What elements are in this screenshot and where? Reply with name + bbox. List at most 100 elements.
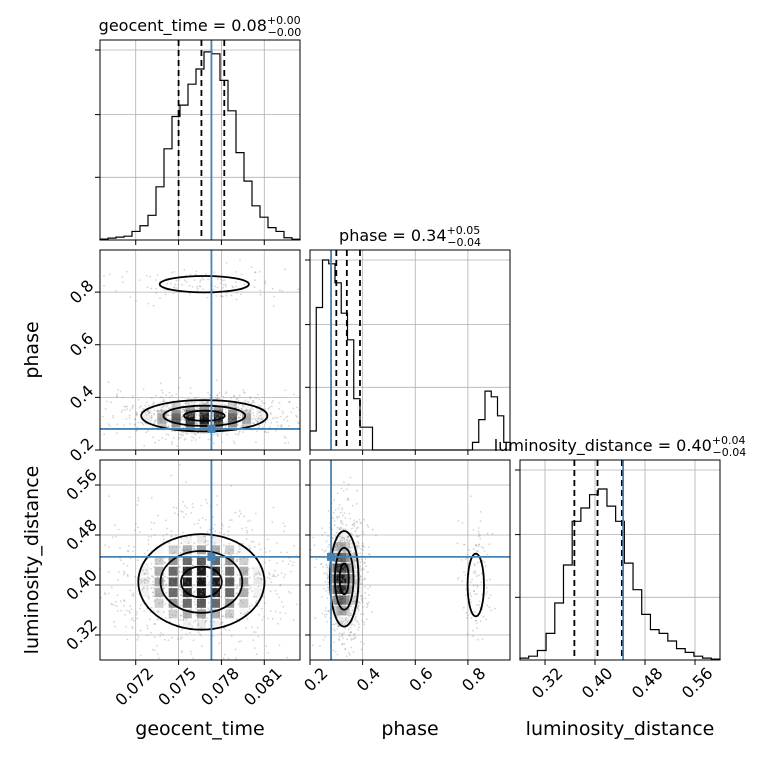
sample-point bbox=[136, 633, 139, 636]
sample-point bbox=[198, 599, 201, 602]
sample-point bbox=[186, 402, 189, 405]
sample-point bbox=[120, 559, 122, 562]
sample-point bbox=[347, 596, 350, 598]
title-sub: −0.04 bbox=[713, 446, 747, 459]
sample-point bbox=[178, 566, 181, 568]
sample-point bbox=[140, 580, 143, 582]
sample-point bbox=[230, 294, 233, 297]
sample-point bbox=[256, 605, 259, 608]
sample-point bbox=[236, 398, 239, 400]
sample-point bbox=[240, 512, 242, 515]
sample-point bbox=[218, 597, 221, 599]
sample-point bbox=[172, 406, 175, 408]
sample-point bbox=[135, 413, 138, 416]
sample-point bbox=[192, 413, 194, 415]
sample-point bbox=[212, 563, 215, 565]
sample-point bbox=[156, 410, 158, 412]
sample-point bbox=[190, 607, 192, 609]
sample-point bbox=[151, 403, 154, 406]
sample-point bbox=[258, 543, 260, 545]
sample-point bbox=[117, 610, 119, 612]
sample-point bbox=[162, 579, 164, 581]
density-cell bbox=[225, 545, 235, 555]
sample-point bbox=[177, 283, 180, 286]
sample-point bbox=[159, 419, 162, 422]
sample-point bbox=[163, 561, 166, 564]
sample-point bbox=[216, 394, 219, 397]
sample-point bbox=[326, 566, 328, 569]
sample-point bbox=[196, 574, 198, 576]
sample-point bbox=[225, 420, 228, 423]
sample-point bbox=[478, 574, 480, 577]
sample-point bbox=[345, 539, 348, 542]
sample-point bbox=[346, 553, 349, 556]
sample-point bbox=[154, 420, 157, 423]
sample-point bbox=[227, 572, 230, 575]
sample-point bbox=[346, 540, 349, 542]
sample-point bbox=[221, 414, 224, 417]
sample-point bbox=[219, 282, 222, 284]
sample-point bbox=[344, 623, 346, 625]
sample-point bbox=[164, 603, 167, 605]
sample-point bbox=[172, 410, 175, 412]
sample-point bbox=[351, 524, 354, 526]
sample-point bbox=[363, 562, 366, 564]
sample-point bbox=[115, 535, 117, 538]
sample-point bbox=[232, 416, 235, 419]
sample-point bbox=[456, 542, 459, 545]
sample-point bbox=[192, 639, 195, 642]
sample-point bbox=[125, 609, 128, 612]
sample-point bbox=[345, 524, 348, 526]
sample-point bbox=[161, 421, 164, 423]
sample-point bbox=[168, 407, 170, 410]
sample-point bbox=[342, 610, 345, 612]
sample-point bbox=[143, 610, 146, 612]
sample-point bbox=[232, 593, 235, 595]
sample-point bbox=[289, 560, 292, 562]
sample-point bbox=[476, 627, 478, 630]
sample-point bbox=[164, 293, 167, 296]
sample-point bbox=[170, 590, 172, 592]
sample-point bbox=[216, 421, 219, 424]
sample-point bbox=[251, 529, 254, 532]
sample-point bbox=[253, 401, 256, 404]
sample-point bbox=[206, 401, 208, 403]
sample-point bbox=[333, 600, 335, 603]
sample-point bbox=[238, 510, 241, 512]
contour-level bbox=[162, 404, 247, 427]
sample-point bbox=[461, 580, 464, 583]
sample-point bbox=[191, 409, 194, 411]
sample-point bbox=[245, 409, 247, 412]
sample-point bbox=[200, 413, 203, 416]
sample-point bbox=[470, 495, 472, 498]
sample-point bbox=[344, 576, 347, 579]
sample-point bbox=[341, 570, 344, 572]
sample-point bbox=[339, 558, 342, 560]
sample-point bbox=[174, 411, 177, 413]
sample-point bbox=[224, 283, 227, 286]
sample-point bbox=[350, 614, 352, 617]
sample-point bbox=[249, 418, 251, 421]
sample-point bbox=[199, 414, 202, 417]
sample-point bbox=[153, 413, 156, 416]
sample-point bbox=[362, 606, 365, 608]
sample-point bbox=[198, 436, 201, 439]
sample-point bbox=[344, 589, 347, 592]
sample-point bbox=[204, 609, 206, 611]
sample-point bbox=[479, 510, 482, 513]
sample-point bbox=[173, 425, 175, 428]
sample-point bbox=[346, 539, 349, 541]
sample-point bbox=[237, 399, 240, 402]
contour-level bbox=[183, 409, 226, 422]
sample-point bbox=[339, 520, 342, 522]
sample-point bbox=[284, 525, 286, 527]
sample-point bbox=[264, 280, 267, 283]
sample-point bbox=[146, 585, 149, 587]
sample-point bbox=[283, 418, 286, 421]
sample-point bbox=[173, 271, 176, 273]
sample-point bbox=[354, 583, 356, 585]
sample-point bbox=[131, 397, 134, 399]
sample-point bbox=[228, 609, 231, 612]
sample-point bbox=[260, 417, 263, 420]
